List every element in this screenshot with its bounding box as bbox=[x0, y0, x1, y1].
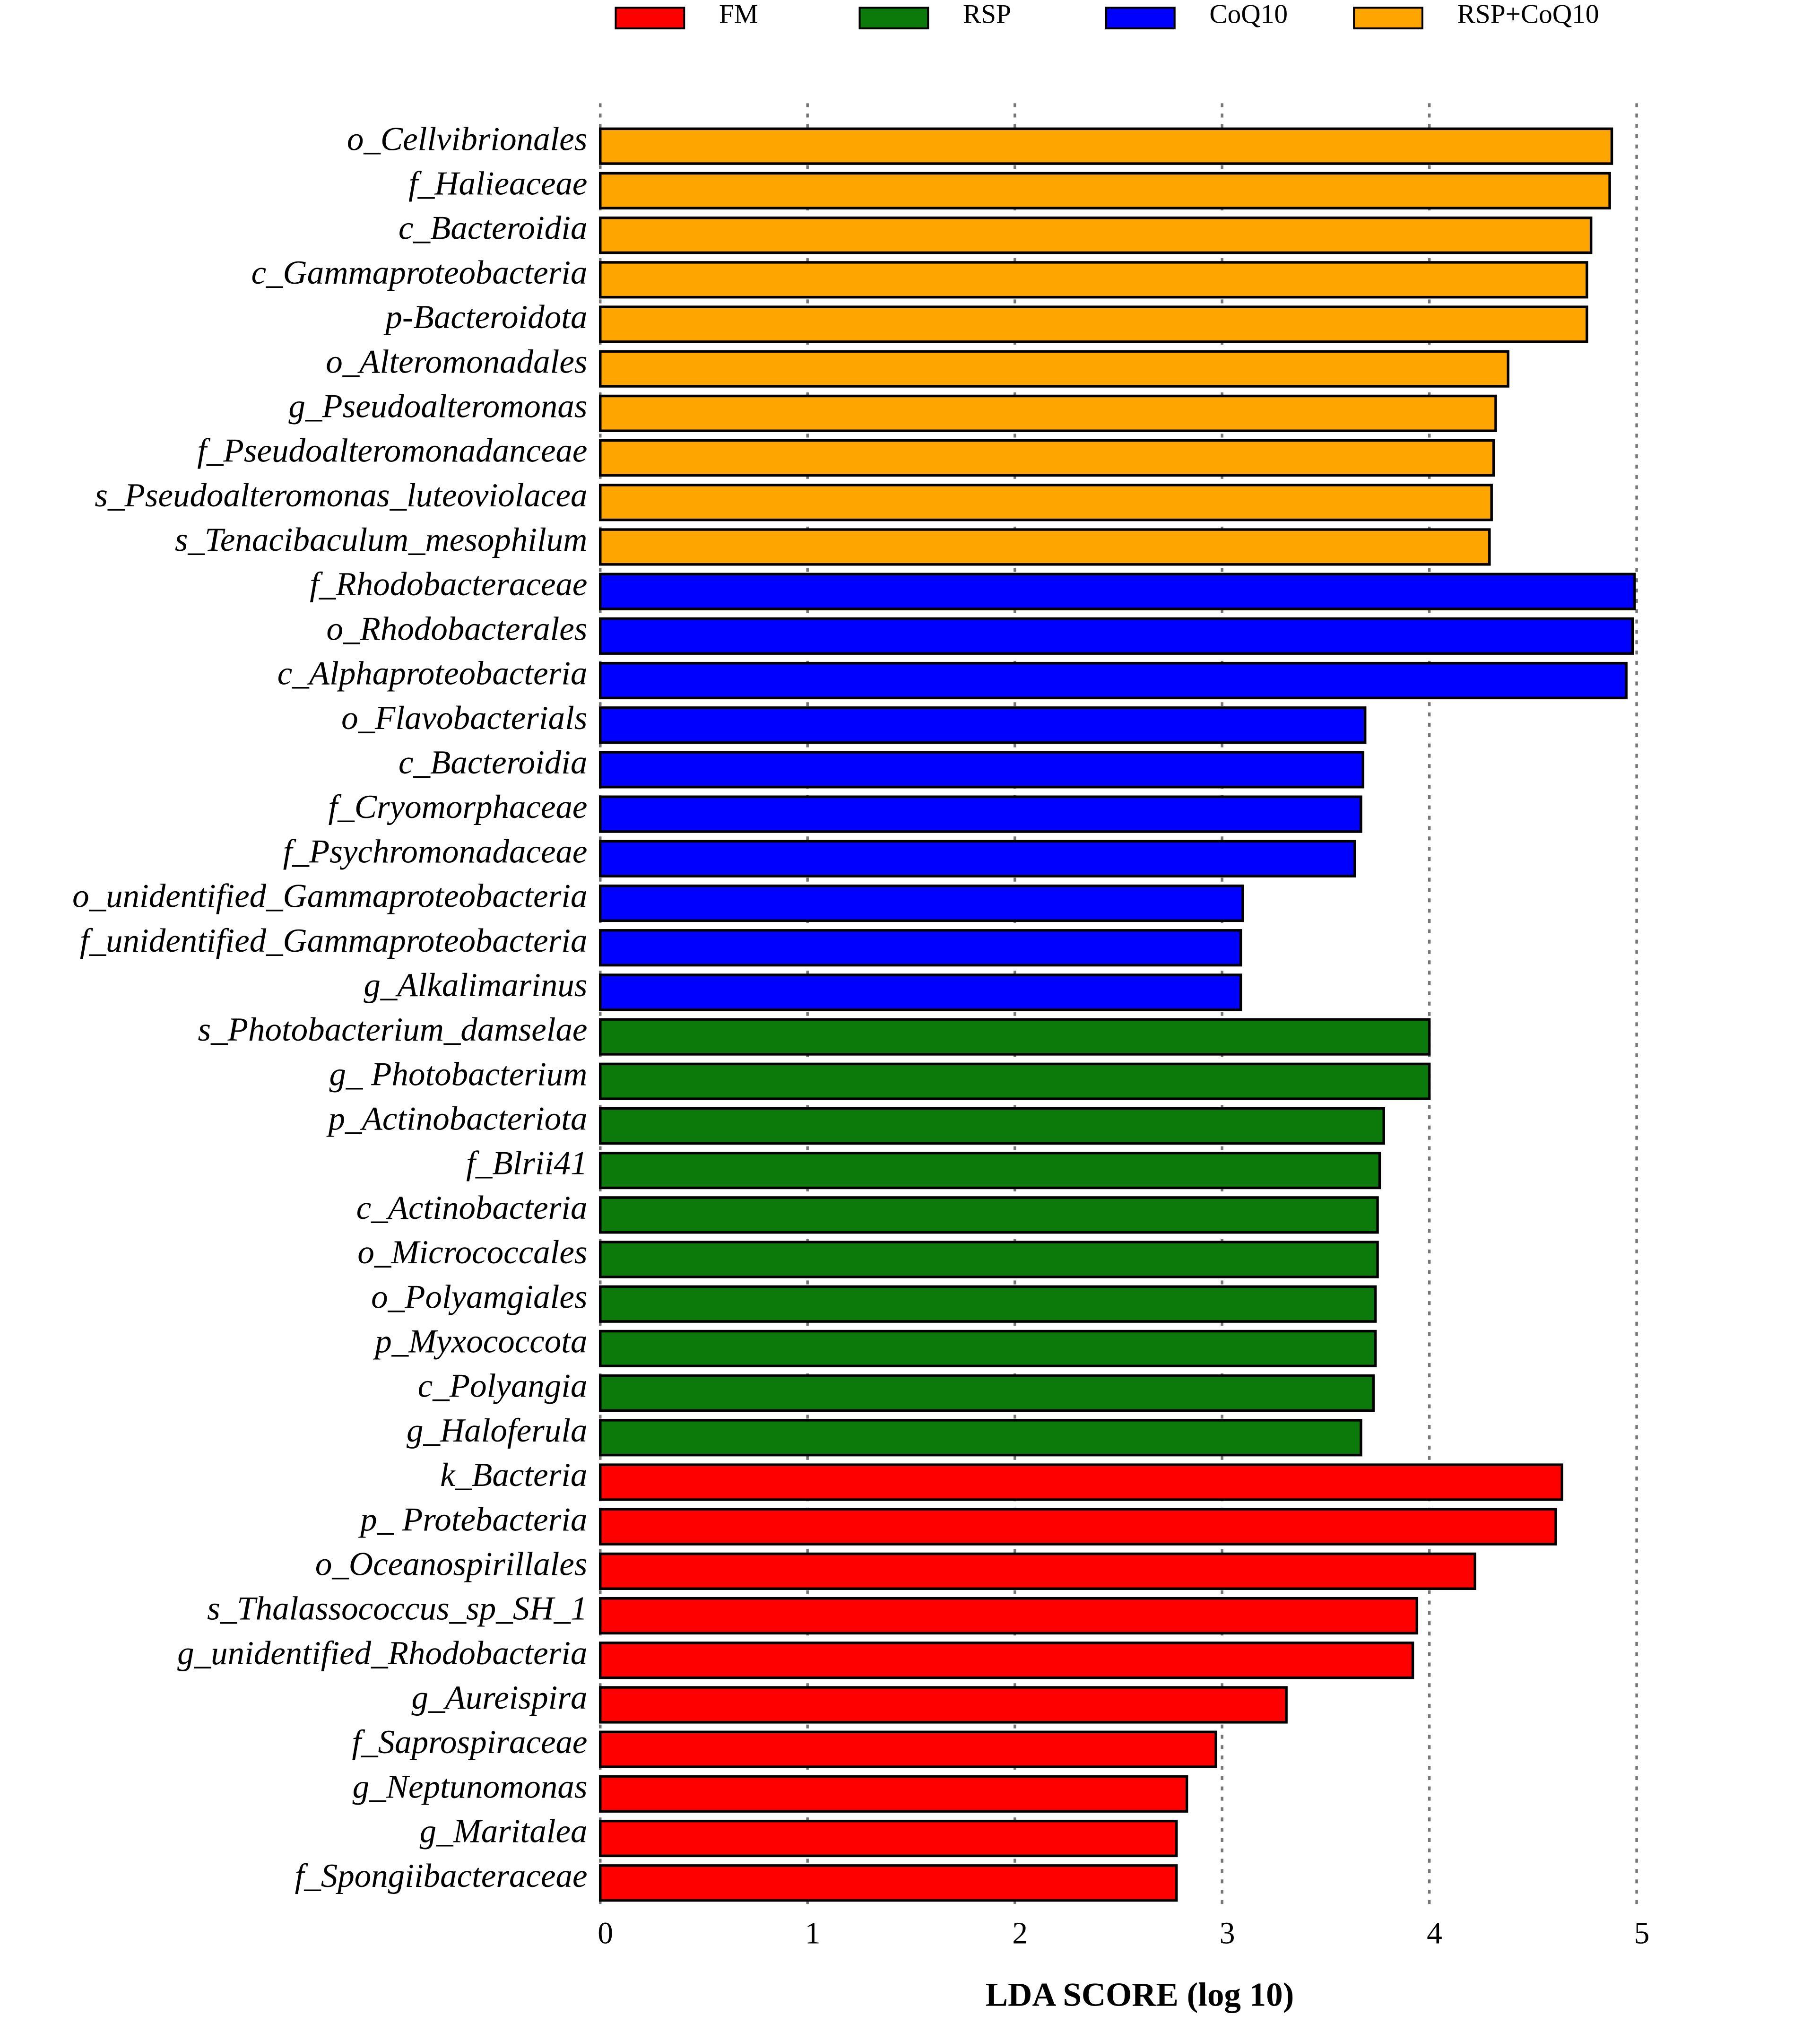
y-tick-label: f_Spongiibacteraceae bbox=[295, 1858, 588, 1894]
bar bbox=[599, 261, 1588, 299]
y-tick-label: c_Polyangia bbox=[418, 1368, 588, 1405]
bar bbox=[599, 305, 1588, 343]
bar bbox=[599, 1062, 1431, 1100]
legend-label: FM bbox=[719, 0, 758, 29]
y-tick-label: f_Cryomorphaceae bbox=[329, 789, 588, 825]
bar bbox=[599, 172, 1611, 209]
bar bbox=[599, 1329, 1377, 1367]
y-tick-label: s_Photobacterium_damselae bbox=[198, 1011, 588, 1048]
bar bbox=[599, 484, 1493, 521]
y-tick-label: g_Pseudoalteromonas bbox=[288, 388, 587, 425]
bar bbox=[599, 1775, 1188, 1813]
x-tick-label: 2 bbox=[1012, 1916, 1028, 1950]
x-tick-label: 1 bbox=[805, 1916, 821, 1950]
bar bbox=[599, 1152, 1381, 1190]
y-tick-label: g_Aureispira bbox=[412, 1679, 588, 1716]
bar bbox=[599, 929, 1242, 967]
legend-swatch bbox=[858, 7, 929, 30]
y-tick-label: s_Tenacibaculum_mesophilum bbox=[175, 521, 588, 558]
y-tick-label: f_Saprospiraceae bbox=[352, 1724, 587, 1761]
y-tick-label: o_Polyamgiales bbox=[371, 1278, 587, 1315]
bar bbox=[599, 1864, 1178, 1902]
bar bbox=[599, 1463, 1563, 1501]
bar bbox=[599, 1285, 1377, 1323]
x-axis-label: LDA SCORE (log 10) bbox=[986, 1977, 1294, 2014]
y-tick-label: c_Alphaproteobacteria bbox=[277, 655, 588, 692]
y-tick-label: c_Actinobacteria bbox=[356, 1190, 588, 1226]
bar bbox=[599, 350, 1509, 388]
bar bbox=[599, 528, 1491, 566]
legend-swatch bbox=[1353, 7, 1423, 30]
bar bbox=[599, 1642, 1414, 1679]
bar bbox=[599, 884, 1244, 922]
bar bbox=[599, 1508, 1557, 1546]
y-tick-label: f_Halieaceae bbox=[408, 165, 587, 202]
y-tick-label: f_unidentified_Gammaproteobacteria bbox=[80, 922, 588, 959]
legend-swatch bbox=[615, 7, 685, 30]
y-tick-label: g_Maritalea bbox=[420, 1813, 588, 1850]
y-tick-label: o_unidentified_Gammaproteobacteria bbox=[72, 878, 587, 915]
bar bbox=[599, 1018, 1431, 1056]
bar bbox=[599, 216, 1593, 254]
y-tick-label: g_Alkalimarinus bbox=[364, 967, 587, 1004]
legend-swatch bbox=[1105, 7, 1176, 30]
bar bbox=[599, 973, 1242, 1011]
y-tick-label: o_Cellvibrionales bbox=[347, 121, 588, 157]
x-tick-label: 3 bbox=[1220, 1916, 1235, 1950]
x-tick-label: 4 bbox=[1427, 1916, 1442, 1950]
bar bbox=[599, 1686, 1288, 1724]
y-tick-label: p_Myxococcota bbox=[373, 1323, 587, 1360]
bar bbox=[599, 661, 1628, 700]
y-tick-label: o_Alteromonadales bbox=[326, 343, 587, 380]
legend-label: CoQ10 bbox=[1209, 0, 1288, 29]
bar bbox=[599, 1107, 1385, 1145]
legend-label: RSP bbox=[963, 0, 1011, 29]
y-tick-label: g_Haloferula bbox=[407, 1412, 587, 1449]
y-tick-label: o_Rhodobacterales bbox=[327, 610, 588, 647]
y-tick-label: o_Micrococcales bbox=[357, 1234, 587, 1271]
bar bbox=[599, 706, 1367, 744]
bar bbox=[599, 1819, 1178, 1858]
bar bbox=[599, 127, 1613, 165]
legend-label: RSP+CoQ10 bbox=[1457, 0, 1599, 29]
bar bbox=[599, 751, 1365, 789]
bar bbox=[599, 617, 1634, 655]
x-tick-label: 5 bbox=[1634, 1916, 1650, 1950]
y-tick-label: c_Bacteroidia bbox=[399, 210, 587, 247]
y-tick-label: c_Gammaproteobacteria bbox=[251, 254, 588, 291]
y-tick-label: s_Thalassococcus_sp_SH_1 bbox=[207, 1590, 587, 1627]
y-tick-label: g_Neptunomonas bbox=[353, 1768, 588, 1805]
bar bbox=[599, 1552, 1476, 1590]
bar bbox=[599, 573, 1636, 610]
bar bbox=[599, 394, 1497, 432]
y-tick-label: g_unidentified_Rhodobacteria bbox=[177, 1635, 587, 1672]
bar bbox=[599, 1196, 1379, 1234]
y-tick-label: o_Flavobacterials bbox=[341, 700, 587, 737]
bar bbox=[599, 795, 1362, 833]
y-tick-label: f_Blrii41 bbox=[466, 1145, 587, 1182]
y-tick-label: s_Pseudoalteromonas_luteoviolacea bbox=[95, 477, 587, 514]
bar bbox=[599, 439, 1495, 477]
y-tick-label: f_Pseudoalteromonadanceae bbox=[197, 433, 587, 469]
bar bbox=[599, 1374, 1375, 1412]
y-tick-label: f_Psychromonadaceae bbox=[283, 833, 588, 870]
y-tick-label: o_Oceanospirillales bbox=[315, 1546, 588, 1582]
y-tick-label: p_Actinobacteriota bbox=[326, 1101, 588, 1138]
y-tick-label: c_Bacteroidia bbox=[399, 744, 587, 781]
y-tick-label: g_ Photobacterium bbox=[329, 1056, 587, 1093]
y-tick-label: p_ Protebacteria bbox=[358, 1501, 587, 1538]
bar bbox=[599, 1730, 1217, 1768]
y-tick-label: k_Bacteria bbox=[440, 1457, 587, 1494]
bar bbox=[599, 1241, 1379, 1278]
x-tick-label: 0 bbox=[598, 1916, 613, 1950]
bar bbox=[599, 840, 1356, 877]
bar bbox=[599, 1597, 1419, 1635]
y-tick-label: p-Bacteroidota bbox=[383, 299, 587, 336]
y-tick-label: f_Rhodobacteraceae bbox=[310, 566, 587, 603]
bar bbox=[599, 1419, 1362, 1457]
